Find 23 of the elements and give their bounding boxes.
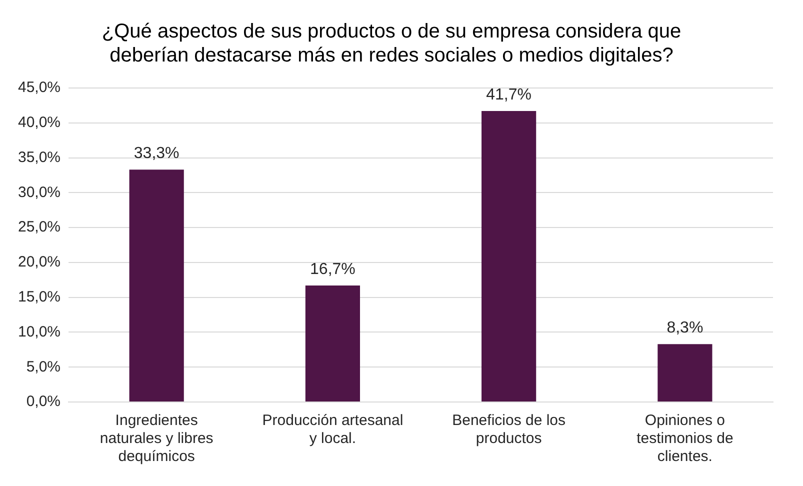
y-tick-label: 10,0% bbox=[18, 323, 61, 340]
x-tick-label: Beneficios de los productos bbox=[452, 412, 566, 448]
bar bbox=[658, 344, 712, 402]
data-label: 41,7% bbox=[486, 86, 532, 104]
y-tick-label: 30,0% bbox=[18, 184, 61, 201]
y-tick-label: 0,0% bbox=[26, 393, 61, 410]
y-tick-label: 15,0% bbox=[18, 288, 61, 306]
chart-title: ¿Qué aspectos de sus productos o de su empresa considera que deberían destacarse más en redes sociales o medios digitales? bbox=[102, 20, 682, 67]
y-tick-label: 45,0% bbox=[18, 79, 61, 96]
bar bbox=[482, 111, 536, 402]
data-label: 16,7% bbox=[310, 260, 356, 278]
data-label: 33,3% bbox=[134, 145, 180, 162]
x-tick-label: Producción artesanal y local. bbox=[262, 412, 404, 448]
x-tick-label: Ingredientes naturales y libres dequímicos bbox=[100, 412, 214, 466]
data-label: 8,3% bbox=[666, 319, 704, 336]
y-tick-label: 5,0% bbox=[26, 358, 61, 376]
bar bbox=[305, 285, 360, 402]
y-tick-label: 20,0% bbox=[18, 254, 61, 271]
x-tick-label: Opiniones o testimonios de clientes. bbox=[636, 412, 734, 466]
y-tick-label: 35,0% bbox=[18, 148, 61, 166]
bar bbox=[129, 170, 184, 402]
y-tick-label: 25,0% bbox=[18, 218, 61, 236]
y-tick-label: 40,0% bbox=[18, 114, 61, 132]
